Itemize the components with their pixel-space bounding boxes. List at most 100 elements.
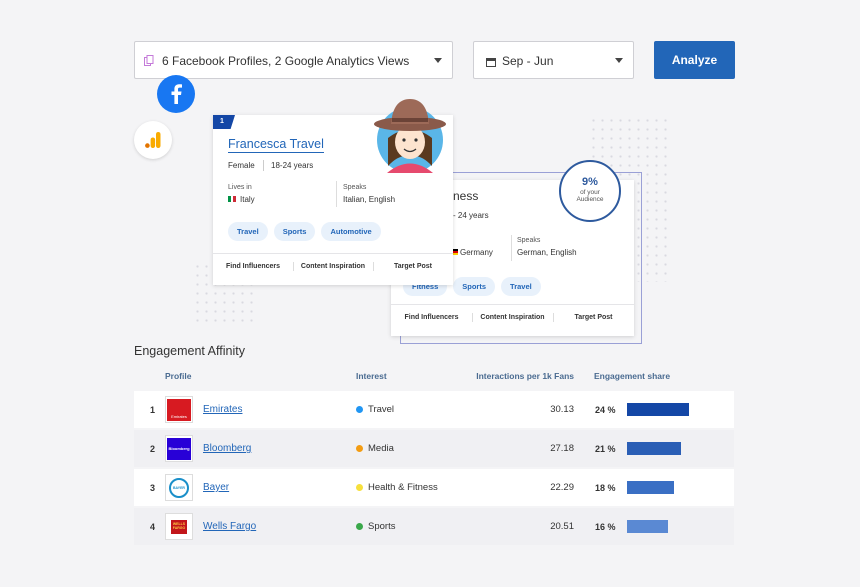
copy-icon [144,55,154,69]
interactions-value: 22.29 [550,482,574,493]
share-value: 21 % [595,443,616,454]
profile-link[interactable]: Emirates [203,404,243,415]
back-card-actions: Find Influencers Content Inspiration Tar… [391,304,634,330]
back-card-age: - 24 years [453,211,489,220]
profiles-select-value: 6 Facebook Profiles, 2 Google Analytics … [162,54,410,68]
audience-line2: Audience [576,196,604,203]
bayer-logo-text: BAYER [173,485,185,490]
find-influencers-button[interactable]: Find Influencers [404,314,459,321]
interactions-value: 27.18 [550,443,574,454]
tag-automotive[interactable]: Automotive [321,222,381,241]
bayer-logo-mark: BAYER [169,477,189,498]
germany-flag-icon [451,249,458,255]
interest-dot [356,523,363,530]
rank-flag: 1 [213,115,235,129]
interactions-value: 20.51 [550,521,574,532]
facebook-icon[interactable] [157,75,195,113]
back-card-speaks-label: Speaks [517,237,541,244]
wells-fargo-logo: WELLS FARGO [165,513,193,540]
row-rank: 4 [150,521,156,532]
col-interest[interactable]: Interest [356,371,387,381]
share-bar [627,520,669,533]
profile-age: 18-24 years [271,161,314,170]
interest-dot [356,484,363,491]
chevron-down-icon [434,58,442,63]
col-interactions[interactable]: Interactions per 1k Fans [476,371,574,381]
row-rank: 3 [150,482,156,493]
engagement-table: Profile Interest Interactions per 1k Fan… [134,362,734,545]
audience-percent: 9% [582,176,598,188]
analyze-button[interactable]: Analyze [654,41,735,79]
tag-sports[interactable]: Sports [453,277,496,296]
interest-dot [356,406,363,413]
avatar [373,96,448,176]
table-row[interactable]: 3 BAYER Bayer Health & Fitness 22.29 18 … [134,469,734,506]
back-card-name: ness [453,189,479,203]
col-engagement-share[interactable]: Engagement share [594,371,671,381]
row-rank: 2 [150,443,156,454]
tag-travel[interactable]: Travel [501,277,541,296]
back-card-speaks: German, English [517,248,577,257]
table-header: Profile Interest Interactions per 1k Fan… [134,362,734,390]
interactions-value: 30.13 [550,404,574,415]
speaks-value: Italian, English [343,195,396,204]
target-post-button[interactable]: Target Post [373,254,453,279]
back-card-divider [511,235,512,261]
row-rank: 1 [150,404,156,415]
rank-number: 1 [220,118,224,125]
interest-label: Media [368,443,394,454]
col-profile[interactable]: Profile [165,371,192,381]
date-select-value: Sep - Jun [502,54,554,68]
bloomberg-logo-mark: Bloomberg [167,437,191,460]
profile-link[interactable]: Bloomberg [203,443,252,454]
bloomberg-logo: Bloomberg [165,435,193,462]
share-bar [627,403,689,416]
emirates-logo-mark: Emirates [167,398,191,421]
profile-gender: Female [228,161,255,170]
lives-speaks-divider [336,181,337,207]
table-row[interactable]: 1 Emirates Emirates Travel 30.13 24 % [134,391,734,428]
calendar-icon [486,56,496,70]
table-row[interactable]: 2 Bloomberg Bloomberg Media 27.18 21 % [134,430,734,467]
engagement-title: Engagement Affinity [134,344,245,358]
speaks-label: Speaks [343,184,367,191]
content-inspiration-button[interactable]: Content Inspiration [293,254,373,279]
profiles-select[interactable]: 6 Facebook Profiles, 2 Google Analytics … [134,41,453,79]
lives-in-value: Italy [240,195,255,204]
lives-in-label: Lives in [228,184,252,191]
find-influencers-button[interactable]: Find Influencers [225,263,281,270]
back-card-tags: Fitness Sports Travel [403,276,547,296]
interest-label: Health & Fitness [368,482,438,493]
tag-travel[interactable]: Travel [228,222,268,241]
front-card-actions: Find Influencers Content Inspiration Tar… [213,253,453,279]
profile-link[interactable]: Bayer [203,482,230,493]
interest-label: Travel [368,404,395,415]
audience-badge: 9% of your Audience [559,160,621,222]
italy-flag-icon [228,196,237,202]
gender-age-divider [263,160,264,171]
interest-cell: Health & Fitness [356,482,438,493]
emirates-logo: Emirates [165,396,193,423]
audience-line1: of your [580,189,600,196]
share-value: 18 % [595,482,616,493]
content-inspiration-button[interactable]: Content Inspiration [472,305,553,330]
profile-name[interactable]: Francesca Travel [228,137,324,153]
share-bar [627,481,674,494]
share-value: 24 % [595,404,616,415]
chevron-down-icon [615,58,623,63]
interest-dot [356,445,363,452]
target-post-button[interactable]: Target Post [553,305,634,330]
profile-card-front: 1 Francesca Travel Female 18-24 years Li… [213,115,453,285]
interest-cell: Sports [356,521,395,532]
share-bar [627,442,682,455]
interest-label: Sports [368,521,396,532]
table-row[interactable]: 4 WELLS FARGO Wells Fargo Sports 20.51 1… [134,508,734,545]
tag-sports[interactable]: Sports [273,222,316,241]
profile-tags: Travel Sports Automotive [228,221,387,241]
profile-link[interactable]: Wells Fargo [203,521,257,532]
date-select[interactable]: Sep - Jun [473,41,634,79]
interest-cell: Travel [356,404,394,415]
google-analytics-icon[interactable] [134,121,172,159]
share-value: 16 % [595,521,616,532]
interest-cell: Media [356,443,394,454]
